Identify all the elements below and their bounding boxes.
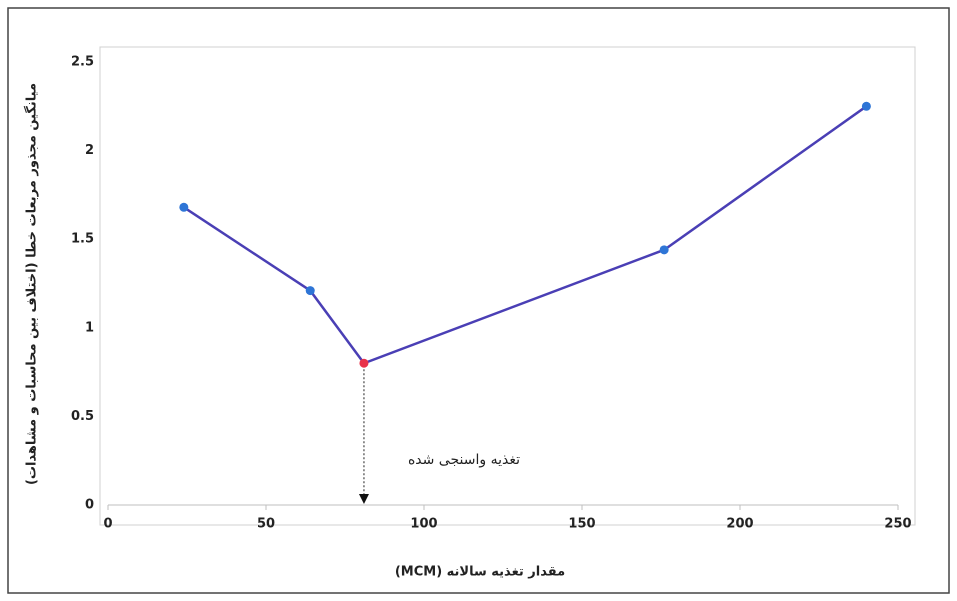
y-tick-label: 1.5: [71, 232, 94, 247]
y-tick-label: 0: [85, 498, 94, 513]
y-axis-title: میانگین مجذور مربعات خطا (اختلاف بین محا…: [24, 83, 40, 485]
annotation-arrowhead: [358, 494, 369, 504]
x-tick-label: 150: [568, 517, 595, 532]
x-tick-label: 0: [103, 517, 112, 532]
data-point: [861, 101, 871, 111]
x-tick-label: 50: [257, 517, 275, 532]
y-tick-label: 2: [85, 143, 94, 158]
data-point: [359, 358, 369, 368]
y-tick-label: 2.5: [71, 55, 94, 70]
x-tick-label: 100: [410, 517, 437, 532]
x-axis-title: مقدار تغذیه سالانه (MCM): [395, 565, 565, 580]
x-tick-label: 200: [726, 517, 753, 532]
plot-frame: [99, 46, 916, 526]
data-point: [305, 286, 315, 296]
data-point: [659, 245, 669, 255]
x-tick-label: 250: [884, 517, 911, 532]
chart-frame: [7, 7, 950, 594]
data-point: [179, 202, 189, 212]
y-tick-label: 1: [85, 320, 94, 335]
annotation: تغذیه واسنجی شده: [408, 452, 520, 468]
y-tick-label: 0.5: [71, 409, 94, 424]
